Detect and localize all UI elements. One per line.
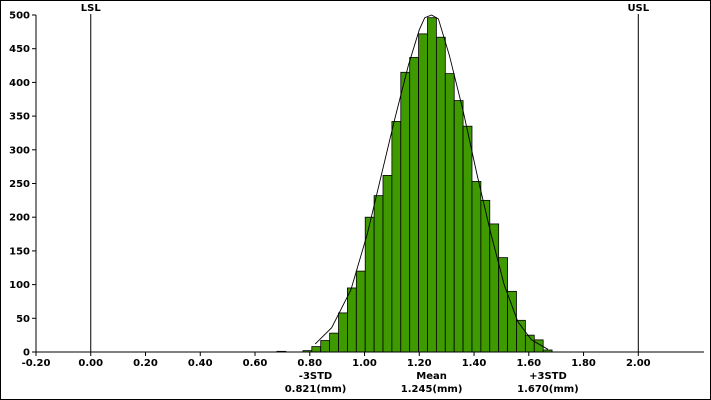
- histogram-bar: [311, 346, 322, 353]
- minus-3std-label: -3STD: [299, 371, 332, 382]
- histogram-bar: [373, 195, 384, 353]
- histogram-bar: [347, 287, 357, 353]
- x-tick-label: 1.60: [516, 358, 541, 369]
- normal-curve: [314, 14, 549, 350]
- y-tick-label: 300: [9, 145, 30, 156]
- histogram-bar: [355, 270, 366, 353]
- histogram-bar: [338, 312, 348, 353]
- y-tick-label: 50: [16, 314, 30, 325]
- plus-3std-value: 1.670(mm): [517, 384, 579, 395]
- histogram-bar: [435, 36, 446, 353]
- x-tick-label: 2.00: [626, 358, 651, 369]
- minus-3std-value: 0.821(mm): [285, 384, 347, 395]
- x-tick-label: 0.80: [297, 358, 322, 369]
- y-tick-label: 500: [9, 11, 30, 22]
- x-tick-label: 0.60: [243, 358, 268, 369]
- mean-label: Mean: [416, 371, 447, 382]
- x-tick-label: 1.20: [407, 358, 432, 369]
- histogram-bar: [409, 57, 420, 353]
- y-tick-label: 100: [9, 280, 30, 291]
- y-tick-label: 0: [23, 348, 30, 359]
- y-tick-label: 350: [9, 112, 30, 123]
- histogram-bar: [462, 125, 473, 353]
- x-tick-label: 1.00: [352, 358, 377, 369]
- y-tick-label: 200: [9, 213, 30, 224]
- x-tick-label: 0.00: [78, 358, 103, 369]
- x-tick-label: 1.80: [571, 358, 596, 369]
- histogram-bar: [489, 223, 500, 353]
- histogram-bar: [391, 121, 402, 353]
- histogram-bar: [444, 73, 455, 353]
- x-tick-label: -0.20: [22, 358, 51, 369]
- x-tick-label: 1.40: [462, 358, 487, 369]
- histogram-bar: [471, 181, 482, 353]
- spec-limit-label-usl: USL: [627, 3, 649, 14]
- mean-value: 1.245(mm): [401, 384, 463, 395]
- plus-3std-label: +3STD: [529, 371, 567, 382]
- spec-limit-label-lsl: LSL: [81, 3, 102, 14]
- histogram-bar: [427, 17, 437, 353]
- histogram-bar: [453, 100, 464, 353]
- x-tick-label: 0.20: [133, 358, 158, 369]
- y-tick-label: 450: [9, 44, 30, 55]
- histogram-bar: [507, 290, 517, 353]
- y-tick-label: 250: [9, 179, 30, 190]
- y-tick-label: 400: [9, 78, 30, 89]
- histogram-bar: [320, 340, 331, 353]
- histogram-bar: [400, 71, 411, 353]
- histogram-bar: [418, 33, 428, 353]
- x-tick-label: 0.40: [188, 358, 213, 369]
- y-tick-label: 150: [9, 246, 30, 257]
- histogram-bar: [498, 257, 508, 353]
- histogram-bar: [329, 332, 339, 353]
- histogram-bar: [382, 175, 393, 353]
